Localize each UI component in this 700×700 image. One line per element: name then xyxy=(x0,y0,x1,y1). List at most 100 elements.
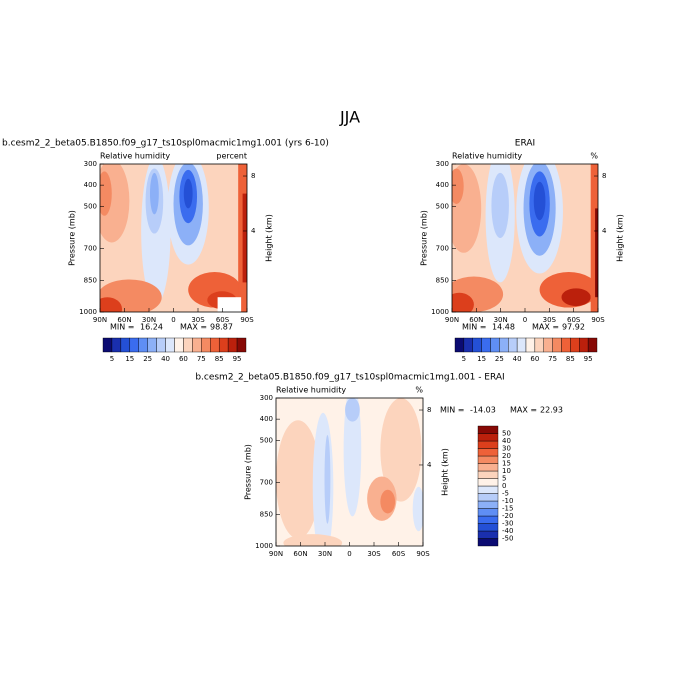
contour-fill xyxy=(590,164,598,312)
colorbar-box xyxy=(477,463,499,472)
colorbar-box xyxy=(477,538,499,547)
panel-units: % xyxy=(415,386,423,395)
colorbar-box xyxy=(477,515,499,524)
y2-tick-label: 4 xyxy=(602,227,607,235)
colorbar-box xyxy=(477,523,499,532)
colorbar-box xyxy=(490,337,500,353)
panel-title: b.cesm2_2_beta05.B1850.f09_g17_ts10spl0m… xyxy=(2,139,329,149)
contour-fill xyxy=(100,164,130,243)
contour-fill xyxy=(100,171,112,216)
x-tick-label: 30N xyxy=(494,316,508,324)
x-tick-label: 60S xyxy=(567,316,581,324)
y-tick-label: 300 xyxy=(84,160,97,168)
y-tick-label: 400 xyxy=(260,415,273,423)
y-tick-label: 300 xyxy=(436,160,449,168)
x-tick-label: 90S xyxy=(591,316,605,324)
colorbar-box xyxy=(477,440,499,449)
contour-field xyxy=(452,164,598,312)
x-tick-label: 60S xyxy=(392,550,406,558)
y-tick-label: 850 xyxy=(436,276,449,284)
y2-tick-label: 4 xyxy=(251,227,256,235)
y2-tick-label: 4 xyxy=(427,461,432,469)
colorbar-label: 50 xyxy=(502,430,511,438)
colorbar-box xyxy=(477,500,499,509)
y-tick-label: 400 xyxy=(436,181,449,189)
y-axis-label: Pressure (mb) xyxy=(68,210,77,266)
max-value: 97.92 xyxy=(562,323,585,332)
min-label: MIN = xyxy=(110,323,135,332)
colorbar-box xyxy=(477,470,499,479)
contour-fill xyxy=(561,288,591,307)
colorbar-box xyxy=(227,337,238,353)
colorbar-label: 60 xyxy=(530,355,539,363)
y-tick-label: 500 xyxy=(436,202,449,210)
min-label: MIN = xyxy=(462,323,487,332)
colorbar-label: 15 xyxy=(125,355,134,363)
max-label: MAX = xyxy=(510,406,537,415)
colorbar-box xyxy=(472,337,482,353)
y2-axis-label: Height (km) xyxy=(616,214,625,262)
contour-fill xyxy=(183,178,193,209)
colorbar-box xyxy=(543,337,553,353)
colorbar-box xyxy=(477,493,499,502)
y-tick-label: 1000 xyxy=(255,542,273,550)
x-tick-label: 30N xyxy=(142,316,156,324)
colorbar-label: 15 xyxy=(477,355,486,363)
contour-fill xyxy=(452,168,464,204)
colorbar-label: 95 xyxy=(584,355,593,363)
colorbar-box xyxy=(102,337,113,353)
colorbar-label: 75 xyxy=(197,355,206,363)
y2-axis-label: Height (km) xyxy=(441,448,450,496)
colorbar-label: -20 xyxy=(502,512,513,520)
x-tick-label: 60N xyxy=(293,550,307,558)
colorbar-box xyxy=(218,337,229,353)
x-tick-label: 30S xyxy=(367,550,381,558)
colorbar-box xyxy=(587,337,598,353)
colorbar-box xyxy=(165,337,175,353)
max-label: MAX = xyxy=(180,323,207,332)
colorbar-label: 25 xyxy=(143,355,152,363)
min-label: MIN = xyxy=(440,406,465,415)
contour-fill xyxy=(149,172,159,215)
colorbar-box xyxy=(477,455,499,464)
y-tick-label: 400 xyxy=(84,181,97,189)
contour-fill xyxy=(452,164,482,253)
colorbar-box xyxy=(156,337,166,353)
colorbar-label: 5 xyxy=(110,355,114,363)
contour-fill xyxy=(345,398,360,422)
colorbar-label: 10 xyxy=(502,467,511,475)
colorbar-label: -40 xyxy=(502,527,513,535)
x-tick-label: 90N xyxy=(269,550,283,558)
panel-subtitle: Relative humidity xyxy=(100,152,170,161)
panel-subtitle: Relative humidity xyxy=(452,152,522,161)
min-value: 16.24 xyxy=(140,323,163,332)
panel-title: ERAI xyxy=(515,139,535,149)
contour-fill xyxy=(452,292,474,312)
contour-fill xyxy=(491,172,509,238)
colorbar-label: 85 xyxy=(566,355,575,363)
contour-fill xyxy=(412,486,423,532)
colorbar-label: 40 xyxy=(513,355,522,363)
x-tick-label: 90S xyxy=(240,316,254,324)
panel-units: % xyxy=(590,152,598,161)
colorbar-box xyxy=(138,337,148,353)
contour-fill xyxy=(324,435,331,524)
max-value: 22.93 xyxy=(540,406,563,415)
y-axis-label: Pressure (mb) xyxy=(420,210,429,266)
colorbar-label: 95 xyxy=(233,355,242,363)
colorbar-box xyxy=(516,337,527,353)
colorbar-label: 5 xyxy=(462,355,466,363)
colorbar-box xyxy=(174,337,184,353)
colorbar-box xyxy=(561,337,571,353)
contour-fill xyxy=(533,181,546,221)
y-tick-label: 850 xyxy=(84,276,97,284)
contour-fill xyxy=(100,297,123,312)
y-tick-label: 1000 xyxy=(431,308,449,316)
colorbar-box xyxy=(477,478,499,487)
x-tick-label: 90S xyxy=(416,550,430,558)
contour-fill xyxy=(283,534,343,546)
contour-fill xyxy=(343,398,362,517)
colorbar-box xyxy=(477,433,499,442)
colorbar-box xyxy=(579,337,589,353)
